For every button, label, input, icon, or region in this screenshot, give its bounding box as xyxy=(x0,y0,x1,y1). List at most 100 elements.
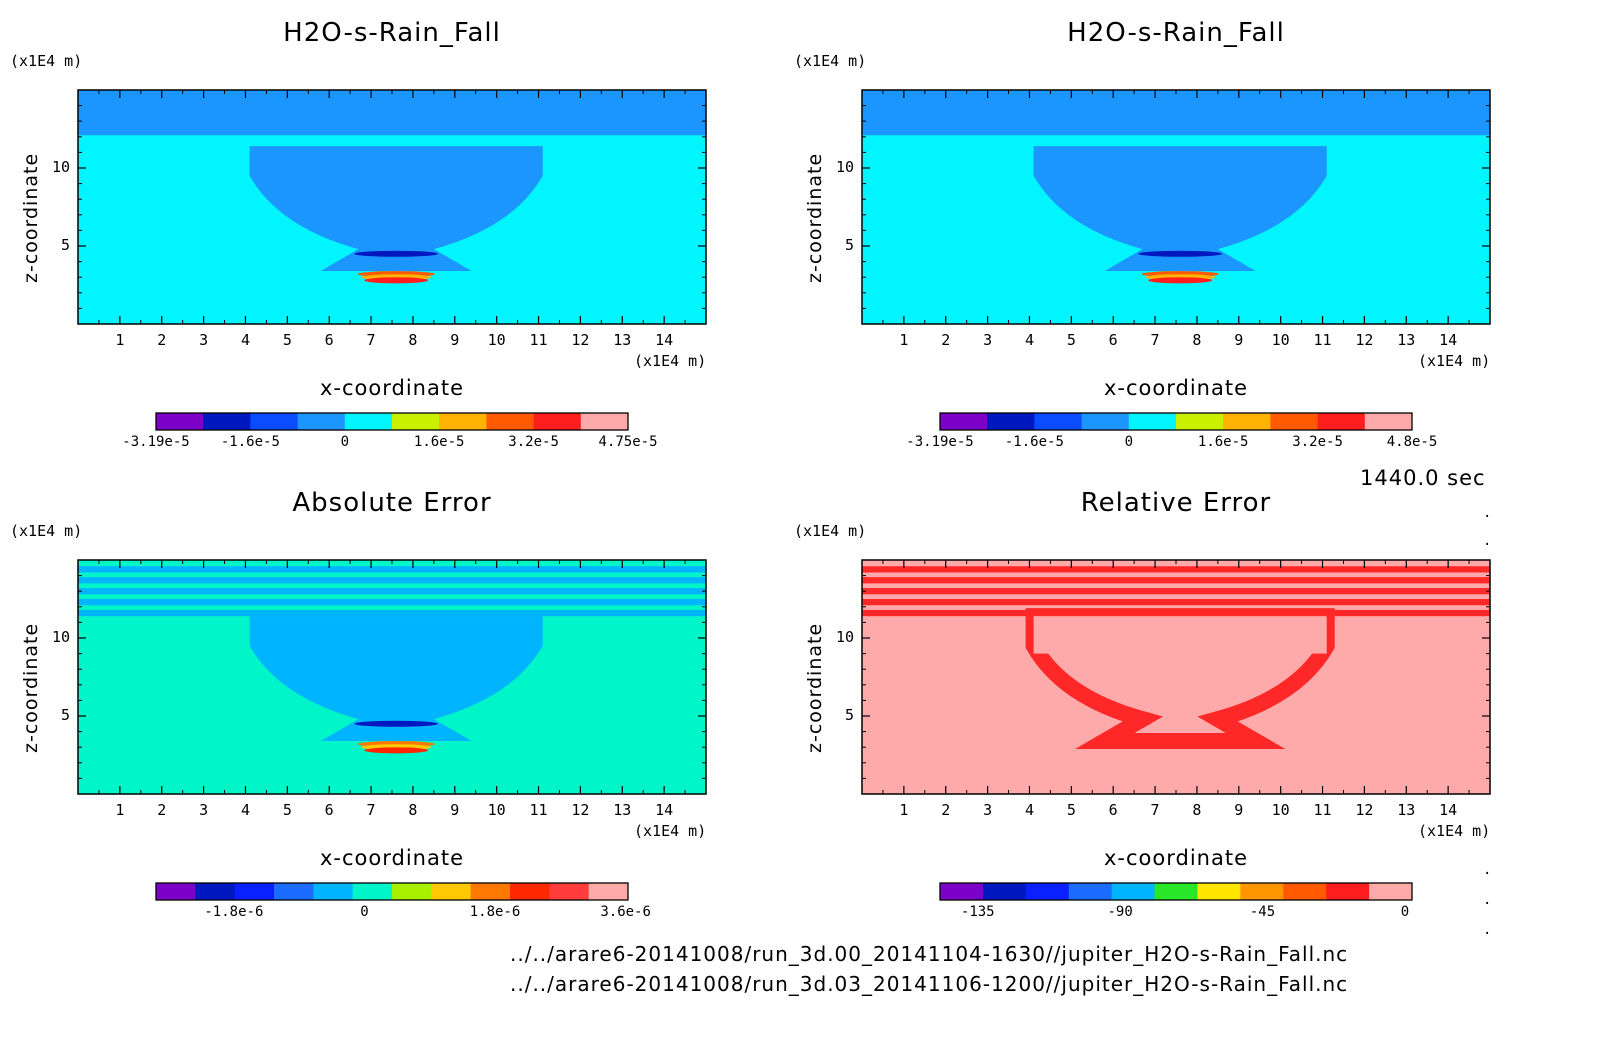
colorbar-swatch xyxy=(234,883,275,900)
y-axis-label: z-coordinate xyxy=(20,152,42,283)
colorbar-swatch xyxy=(1240,883,1284,900)
z-tick-label: 5 xyxy=(60,236,70,254)
colorbar-swatch xyxy=(1369,883,1413,900)
x-tick-label: 12 xyxy=(571,331,590,349)
colorbar-label: 0 xyxy=(360,904,369,920)
colorbar-swatch xyxy=(940,413,988,430)
colorbar-swatch xyxy=(352,883,393,900)
colorbar-label: 0 xyxy=(1124,434,1134,450)
x-tick-label: 8 xyxy=(408,801,418,819)
colorbar-swatch xyxy=(549,883,590,900)
time-label: 1440.0 sec xyxy=(1360,466,1486,490)
x-tick-label: 11 xyxy=(529,331,548,349)
colorbar-swatch xyxy=(510,883,550,900)
precip-layer xyxy=(1148,277,1213,284)
top-band xyxy=(862,90,1490,136)
x-tick-label: 5 xyxy=(1066,801,1076,819)
x-tick-label: 4 xyxy=(240,801,250,819)
x-tick-label: 7 xyxy=(366,331,376,349)
colorbar xyxy=(155,412,629,431)
colorbar-swatch xyxy=(1326,883,1370,900)
x-tick-label: 7 xyxy=(366,801,376,819)
x-tick-label: 3 xyxy=(983,801,993,819)
x-tick-label: 6 xyxy=(1108,331,1118,349)
top-band xyxy=(78,90,706,136)
colorbar-label: 1.6e-5 xyxy=(413,434,465,450)
x-tick-label: 7 xyxy=(1150,331,1160,349)
x-tick-label: 12 xyxy=(571,801,590,819)
colorbar-swatch xyxy=(1317,413,1366,430)
x-tick-label: 2 xyxy=(157,801,167,819)
x-tick-label: 1 xyxy=(115,331,125,349)
x-tick-label: 14 xyxy=(655,801,674,819)
x-tick-label: 13 xyxy=(613,331,632,349)
colorbar-swatch xyxy=(1364,413,1413,430)
colorbar-swatch xyxy=(203,413,251,430)
colorbar-label: -3.19e-5 xyxy=(906,434,974,450)
x-tick-label: 14 xyxy=(1439,331,1458,349)
colorbar-swatch xyxy=(1025,883,1070,900)
colorbar-label: -1.8e-6 xyxy=(204,904,264,920)
x-tick-label: 2 xyxy=(157,331,167,349)
colorbar-swatch xyxy=(580,413,629,430)
colorbar-swatch xyxy=(982,883,1027,900)
colorbar-swatch xyxy=(313,883,354,900)
colorbar-swatch xyxy=(1034,413,1083,430)
colorbar-swatch xyxy=(1197,883,1241,900)
colorbar-label: 0 xyxy=(340,434,350,450)
field-background xyxy=(862,560,1490,794)
chart-title: Absolute Error xyxy=(292,488,492,518)
precip-layer xyxy=(354,720,439,727)
chart-title: H2O-s-Rain_Fall xyxy=(1067,18,1285,48)
z-unit-label: (x1E4 m) xyxy=(10,52,83,70)
x-axis-label: x-coordinate xyxy=(319,846,465,870)
x-tick-label: 2 xyxy=(941,331,951,349)
x-tick-label: 4 xyxy=(1024,801,1034,819)
x-tick-label: 9 xyxy=(1234,331,1244,349)
y-axis-label: z-coordinate xyxy=(804,622,826,753)
x-unit-label: (x1E4 m) xyxy=(634,822,707,840)
x-tick-label: 12 xyxy=(1355,331,1374,349)
error-band xyxy=(78,577,706,584)
file-path-1: ../../arare6-20141008/run_3d.00_20141104… xyxy=(510,942,1349,966)
x-tick-label: 5 xyxy=(282,801,292,819)
precip-layer xyxy=(364,747,429,754)
chart-title: H2O-s-Rain_Fall xyxy=(283,18,501,48)
x-tick-label: 11 xyxy=(1313,801,1332,819)
colorbar-label: -90 xyxy=(1107,904,1133,920)
colorbar-swatch xyxy=(297,413,346,430)
x-tick-label: 1 xyxy=(899,801,909,819)
colorbar-swatch xyxy=(1176,413,1224,430)
colorbar-frame xyxy=(155,412,629,431)
colorbar-label: -135 xyxy=(960,904,995,920)
colorbar xyxy=(939,412,1413,431)
x-tick-label: 2 xyxy=(941,801,951,819)
x-tick-label: 4 xyxy=(240,331,250,349)
colorbar-label: 3.2e-5 xyxy=(508,434,559,450)
error-band xyxy=(78,609,706,617)
colorbar-swatch xyxy=(344,413,393,430)
x-tick-label: 9 xyxy=(450,801,460,819)
colorbar-frame xyxy=(939,412,1413,431)
file-path-2: ../../arare6-20141008/run_3d.03_20141106… xyxy=(510,972,1349,996)
colorbar-label: -1.6e-5 xyxy=(1004,434,1064,450)
x-tick-label: 3 xyxy=(199,331,209,349)
colorbar-label: 0 xyxy=(1400,904,1410,920)
x-tick-label: 9 xyxy=(450,331,460,349)
colorbar-swatch xyxy=(1223,413,1271,430)
z-unit-label: (x1E4 m) xyxy=(10,522,83,540)
precip-layer xyxy=(354,250,439,257)
z-tick-label: 5 xyxy=(844,706,854,724)
x-tick-label: 8 xyxy=(408,331,418,349)
colorbar-swatch xyxy=(588,883,629,900)
x-tick-label: 5 xyxy=(1066,331,1076,349)
x-unit-label: (x1E4 m) xyxy=(1418,822,1491,840)
z-tick-label: 10 xyxy=(51,628,70,646)
x-tick-label: 10 xyxy=(1271,801,1290,819)
x-tick-label: 13 xyxy=(613,801,632,819)
colorbar-swatch xyxy=(195,883,236,900)
colorbar-swatch xyxy=(156,883,196,900)
colorbar-label: -3.19e-5 xyxy=(122,434,190,450)
colorbar-swatch xyxy=(1111,883,1156,900)
